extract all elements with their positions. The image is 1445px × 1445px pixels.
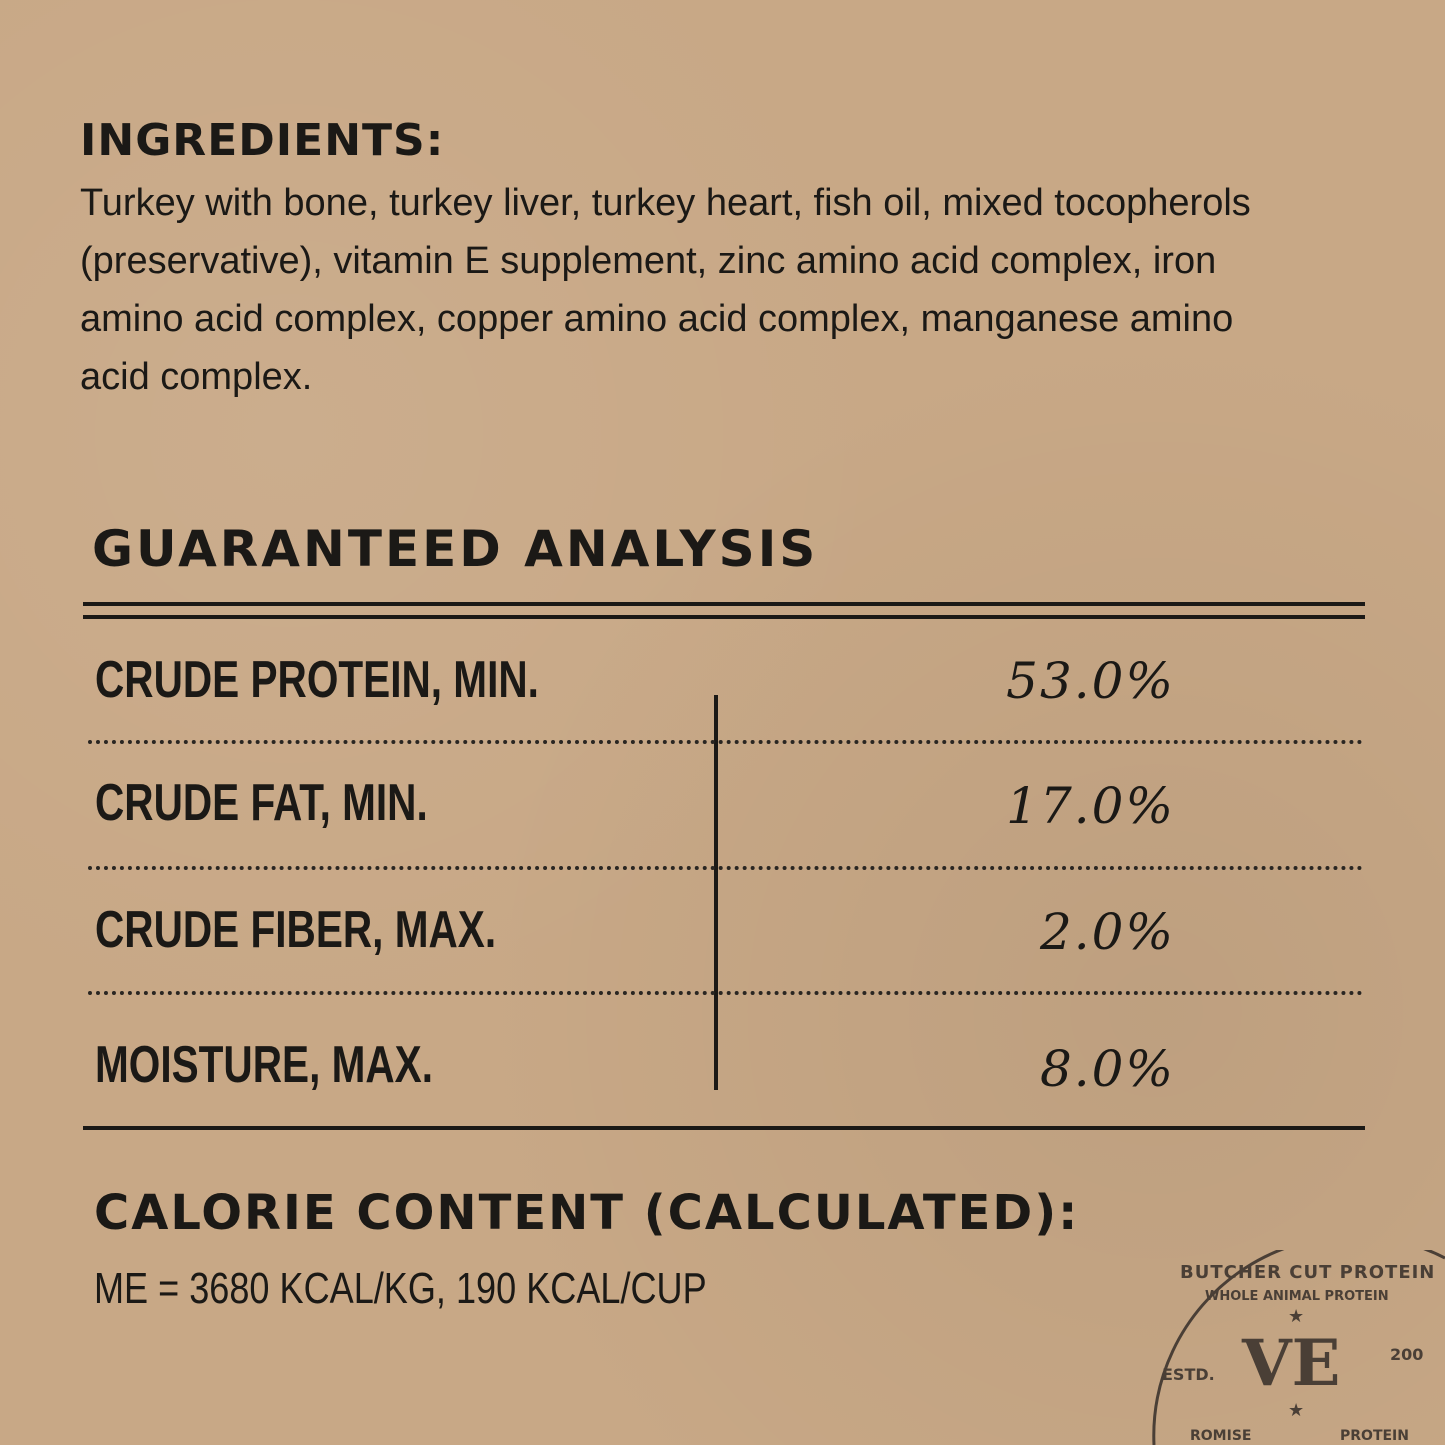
ingredients-text: Turkey with bone, turkey liver, turkey h… — [80, 182, 1251, 398]
row-label-fiber: CRUDE FIBER, MAX. — [95, 901, 497, 959]
stamp-outer-text: BUTCHER CUT PROTEIN — [1180, 1262, 1435, 1283]
double-rule-top — [83, 602, 1365, 606]
dotted-divider — [88, 991, 1363, 995]
double-rule-bottom — [83, 615, 1365, 619]
stamp-estd: ESTD. — [1162, 1365, 1215, 1384]
stamp-promise: ROMISE — [1190, 1428, 1251, 1444]
calorie-value: ME = 3680 KCAL/KG, 190 KCAL/CUP — [94, 1264, 707, 1313]
ingredients-heading: INGREDIENTS: — [80, 115, 445, 166]
row-value-protein: 53.0% — [1006, 652, 1175, 710]
stamp-ring — [1152, 1250, 1445, 1445]
bottom-rule — [83, 1126, 1365, 1130]
row-label-fat: CRUDE FAT, MIN. — [95, 774, 428, 832]
star-icon: ★ — [1288, 1400, 1304, 1421]
stamp-logo-ve: VE — [1241, 1326, 1340, 1401]
analysis-title: GUARANTEED ANALYSIS — [92, 520, 819, 578]
stamp-year: 200 — [1390, 1345, 1423, 1364]
row-value-fat: 17.0% — [1006, 777, 1175, 835]
column-divider — [714, 695, 718, 1090]
stamp-inner-text: WHOLE ANIMAL PROTEIN — [1205, 1289, 1389, 1304]
row-label-protein: CRUDE PROTEIN, MIN. — [95, 651, 539, 709]
row-label-moisture: MOISTURE, MAX. — [95, 1036, 434, 1094]
dotted-divider — [88, 740, 1363, 744]
butcher-cut-protein-stamp-logo: BUTCHER CUT PROTEIN WHOLE ANIMAL PROTEIN… — [1152, 1250, 1445, 1445]
row-value-fiber: 2.0% — [1039, 903, 1175, 961]
row-value-moisture: 8.0% — [1039, 1040, 1175, 1098]
stamp-protein: PROTEIN — [1340, 1428, 1409, 1444]
dotted-divider — [88, 866, 1363, 870]
calorie-title: CALORIE CONTENT (CALCULATED): — [94, 1185, 1080, 1241]
star-icon: ★ — [1288, 1306, 1304, 1327]
